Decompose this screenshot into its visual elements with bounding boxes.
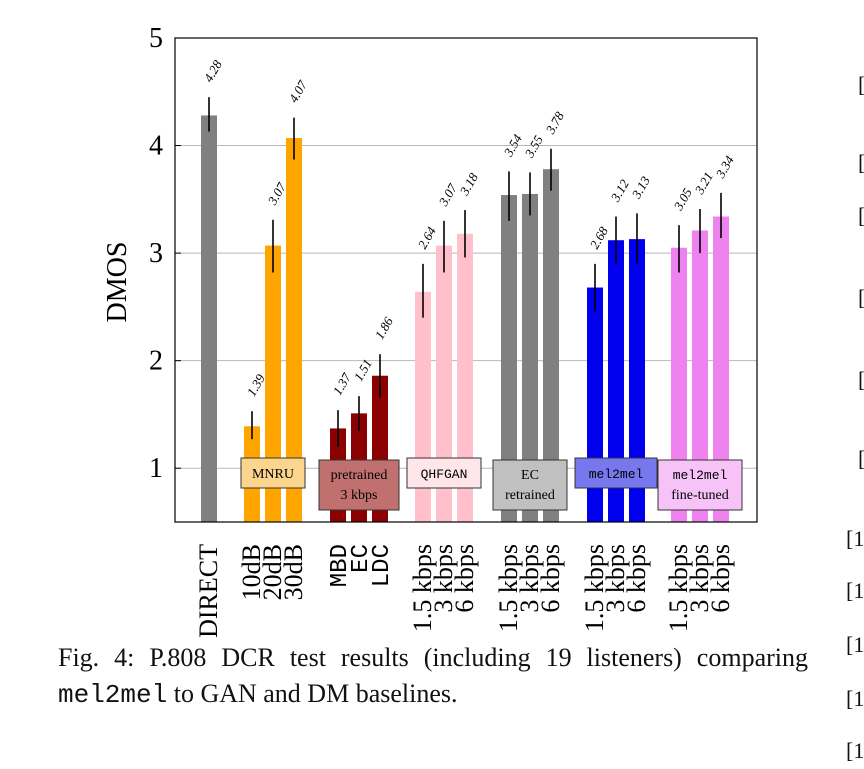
caption-prefix: Fig. 4: P.808 DCR test results (includin… bbox=[58, 643, 808, 672]
y-tick-label: 3 bbox=[149, 238, 163, 269]
y-tick-label: 1 bbox=[149, 453, 163, 484]
group-label: mel2mel bbox=[673, 468, 728, 483]
group-label-box bbox=[492, 459, 568, 511]
group-label: QHFGAN bbox=[421, 467, 468, 482]
bar bbox=[671, 247, 687, 522]
caption-mono: mel2mel bbox=[58, 680, 168, 710]
reference-marker: [1 bbox=[846, 738, 864, 763]
value-label: 4.07 bbox=[286, 77, 311, 105]
value-label: 3.07 bbox=[435, 181, 460, 210]
category-label: 6 kbps bbox=[536, 544, 565, 613]
y-axis-label: DMOS bbox=[102, 242, 133, 323]
plot-frame bbox=[174, 37, 758, 523]
bar bbox=[265, 245, 281, 523]
reference-marker: [ bbox=[858, 150, 864, 176]
bar bbox=[501, 195, 517, 522]
bar bbox=[692, 230, 708, 522]
bar bbox=[543, 169, 559, 522]
value-label: 1.37 bbox=[330, 370, 355, 398]
category-label: 10dB bbox=[237, 544, 266, 600]
group-label: fine-tuned bbox=[671, 488, 729, 503]
figure-caption: Fig. 4: P.808 DCR test results (includin… bbox=[58, 640, 808, 713]
value-label: 4.28 bbox=[201, 57, 226, 85]
group-label: mel2mel bbox=[589, 467, 644, 482]
value-label: 2.64 bbox=[415, 224, 440, 252]
bar bbox=[713, 216, 729, 522]
group-label: MNRU bbox=[252, 467, 294, 482]
reference-marker: [1 bbox=[846, 526, 864, 551]
category-label: 3 kbps bbox=[685, 544, 714, 613]
category-label: 3 kbps bbox=[429, 544, 458, 613]
reference-marker: [ bbox=[858, 367, 864, 393]
reference-marker: [ bbox=[858, 203, 864, 229]
bar bbox=[286, 138, 302, 522]
bar bbox=[201, 115, 217, 522]
reference-marker: [1 bbox=[846, 686, 864, 711]
category-label: 1.5 kbps bbox=[580, 544, 609, 632]
reference-marker: [ bbox=[858, 72, 864, 98]
category-label: EC bbox=[348, 544, 375, 573]
category-label: 20dB bbox=[258, 544, 287, 600]
category-label: 6 kbps bbox=[450, 544, 479, 613]
reference-marker: [ bbox=[858, 446, 864, 472]
reference-marker: [ bbox=[858, 285, 864, 311]
value-label: 3.12 bbox=[607, 176, 632, 205]
dmos-bar-chart: 1 2 3 4 5 DMOS 4.28 DIRECT 1.39 10dB 3.07 20dB 4.07 3… bbox=[102, 23, 758, 638]
bar bbox=[522, 193, 538, 522]
reference-marker: [1 bbox=[846, 632, 864, 657]
group-label-box bbox=[318, 459, 400, 511]
category-label: 1.5 kbps bbox=[494, 544, 523, 632]
caption-suffix: to GAN and DM baselines. bbox=[167, 679, 458, 708]
value-label: 3.13 bbox=[628, 173, 653, 202]
y-tick-label: 2 bbox=[149, 346, 163, 377]
category-label: LDC bbox=[369, 544, 396, 587]
category-label: 1.5 kbps bbox=[408, 544, 437, 632]
group-label: pretrained bbox=[331, 468, 388, 483]
category-label: DIRECT bbox=[194, 544, 223, 638]
group-label-box bbox=[657, 459, 743, 511]
bar bbox=[608, 240, 624, 522]
y-tick-label: 4 bbox=[149, 131, 163, 162]
value-label: 3.07 bbox=[264, 180, 289, 209]
category-label: 3 kbps bbox=[601, 544, 630, 613]
category-label: 30dB bbox=[279, 544, 308, 600]
value-label: 1.39 bbox=[244, 371, 269, 399]
group-label-box bbox=[406, 457, 482, 489]
group-label: retrained bbox=[505, 488, 555, 503]
category-label: MBD bbox=[327, 544, 354, 587]
y-tick-label: 5 bbox=[149, 23, 163, 54]
group-label-box bbox=[574, 457, 658, 489]
bar bbox=[436, 245, 452, 523]
category-label: 6 kbps bbox=[706, 544, 735, 613]
bar bbox=[629, 239, 645, 522]
value-label: 3.18 bbox=[456, 170, 481, 199]
value-label: 1.86 bbox=[372, 314, 397, 342]
value-label: 2.68 bbox=[587, 224, 612, 252]
group-label: 3 kbps bbox=[341, 488, 378, 503]
category-label: 3 kbps bbox=[515, 544, 544, 613]
reference-marker: [1 bbox=[846, 578, 864, 603]
value-label: 3.78 bbox=[542, 109, 567, 138]
category-label: 6 kbps bbox=[622, 544, 651, 613]
group-label-box bbox=[240, 457, 306, 489]
bar bbox=[457, 233, 473, 523]
group-label: EC bbox=[521, 468, 539, 483]
value-label: 3.55 bbox=[521, 132, 546, 161]
category-label: 1.5 kbps bbox=[664, 544, 693, 632]
